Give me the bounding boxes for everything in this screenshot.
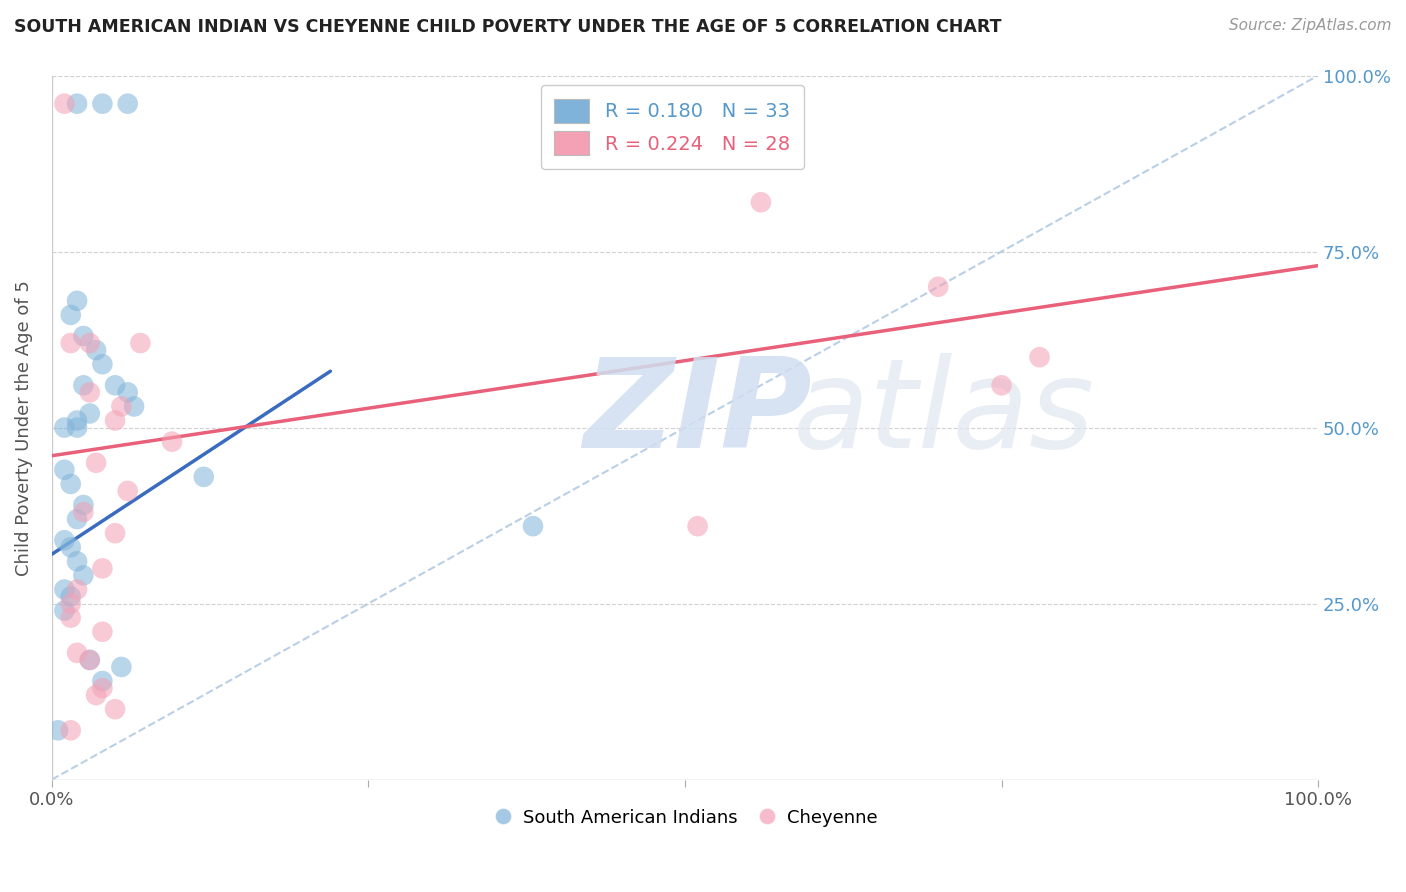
Point xyxy=(160,434,183,449)
Point xyxy=(91,561,114,575)
Text: atlas: atlas xyxy=(793,353,1095,474)
Point xyxy=(53,463,76,477)
Point xyxy=(104,378,127,392)
Point xyxy=(79,407,101,421)
Point xyxy=(84,688,107,702)
Point xyxy=(117,483,139,498)
Point xyxy=(59,476,82,491)
Text: Source: ZipAtlas.com: Source: ZipAtlas.com xyxy=(1229,18,1392,33)
Point xyxy=(53,420,76,434)
Point xyxy=(122,400,145,414)
Point xyxy=(91,624,114,639)
Point xyxy=(110,400,132,414)
Point xyxy=(79,385,101,400)
Point xyxy=(72,568,94,582)
Point xyxy=(104,526,127,541)
Point xyxy=(59,610,82,624)
Point xyxy=(79,653,101,667)
Point xyxy=(72,329,94,343)
Point xyxy=(522,519,544,533)
Point xyxy=(59,308,82,322)
Point xyxy=(990,378,1012,392)
Point xyxy=(79,336,101,351)
Point xyxy=(59,590,82,604)
Point xyxy=(66,96,89,111)
Point xyxy=(91,673,114,688)
Point xyxy=(91,357,114,371)
Text: ZIP: ZIP xyxy=(583,353,813,474)
Point xyxy=(110,660,132,674)
Point xyxy=(72,505,94,519)
Point xyxy=(84,456,107,470)
Point xyxy=(117,96,139,111)
Point xyxy=(686,519,709,533)
Point xyxy=(66,293,89,308)
Point xyxy=(53,604,76,618)
Point xyxy=(79,653,101,667)
Point xyxy=(84,343,107,358)
Point xyxy=(66,554,89,568)
Point xyxy=(59,597,82,611)
Point xyxy=(59,723,82,738)
Point xyxy=(927,279,949,293)
Y-axis label: Child Poverty Under the Age of 5: Child Poverty Under the Age of 5 xyxy=(15,279,32,575)
Point xyxy=(91,96,114,111)
Point xyxy=(46,723,69,738)
Point xyxy=(72,378,94,392)
Point xyxy=(749,195,772,210)
Point xyxy=(59,541,82,555)
Point xyxy=(193,470,215,484)
Point xyxy=(129,336,152,351)
Point xyxy=(53,96,76,111)
Legend: South American Indians, Cheyenne: South American Indians, Cheyenne xyxy=(485,802,884,834)
Point xyxy=(104,413,127,427)
Point xyxy=(66,582,89,597)
Point xyxy=(66,420,89,434)
Point xyxy=(72,498,94,512)
Point xyxy=(104,702,127,716)
Point xyxy=(91,681,114,695)
Point xyxy=(66,413,89,427)
Point xyxy=(53,533,76,548)
Point xyxy=(66,512,89,526)
Point xyxy=(53,582,76,597)
Text: SOUTH AMERICAN INDIAN VS CHEYENNE CHILD POVERTY UNDER THE AGE OF 5 CORRELATION C: SOUTH AMERICAN INDIAN VS CHEYENNE CHILD … xyxy=(14,18,1001,36)
Point xyxy=(66,646,89,660)
Point xyxy=(59,336,82,351)
Point xyxy=(1028,350,1050,364)
Point xyxy=(117,385,139,400)
